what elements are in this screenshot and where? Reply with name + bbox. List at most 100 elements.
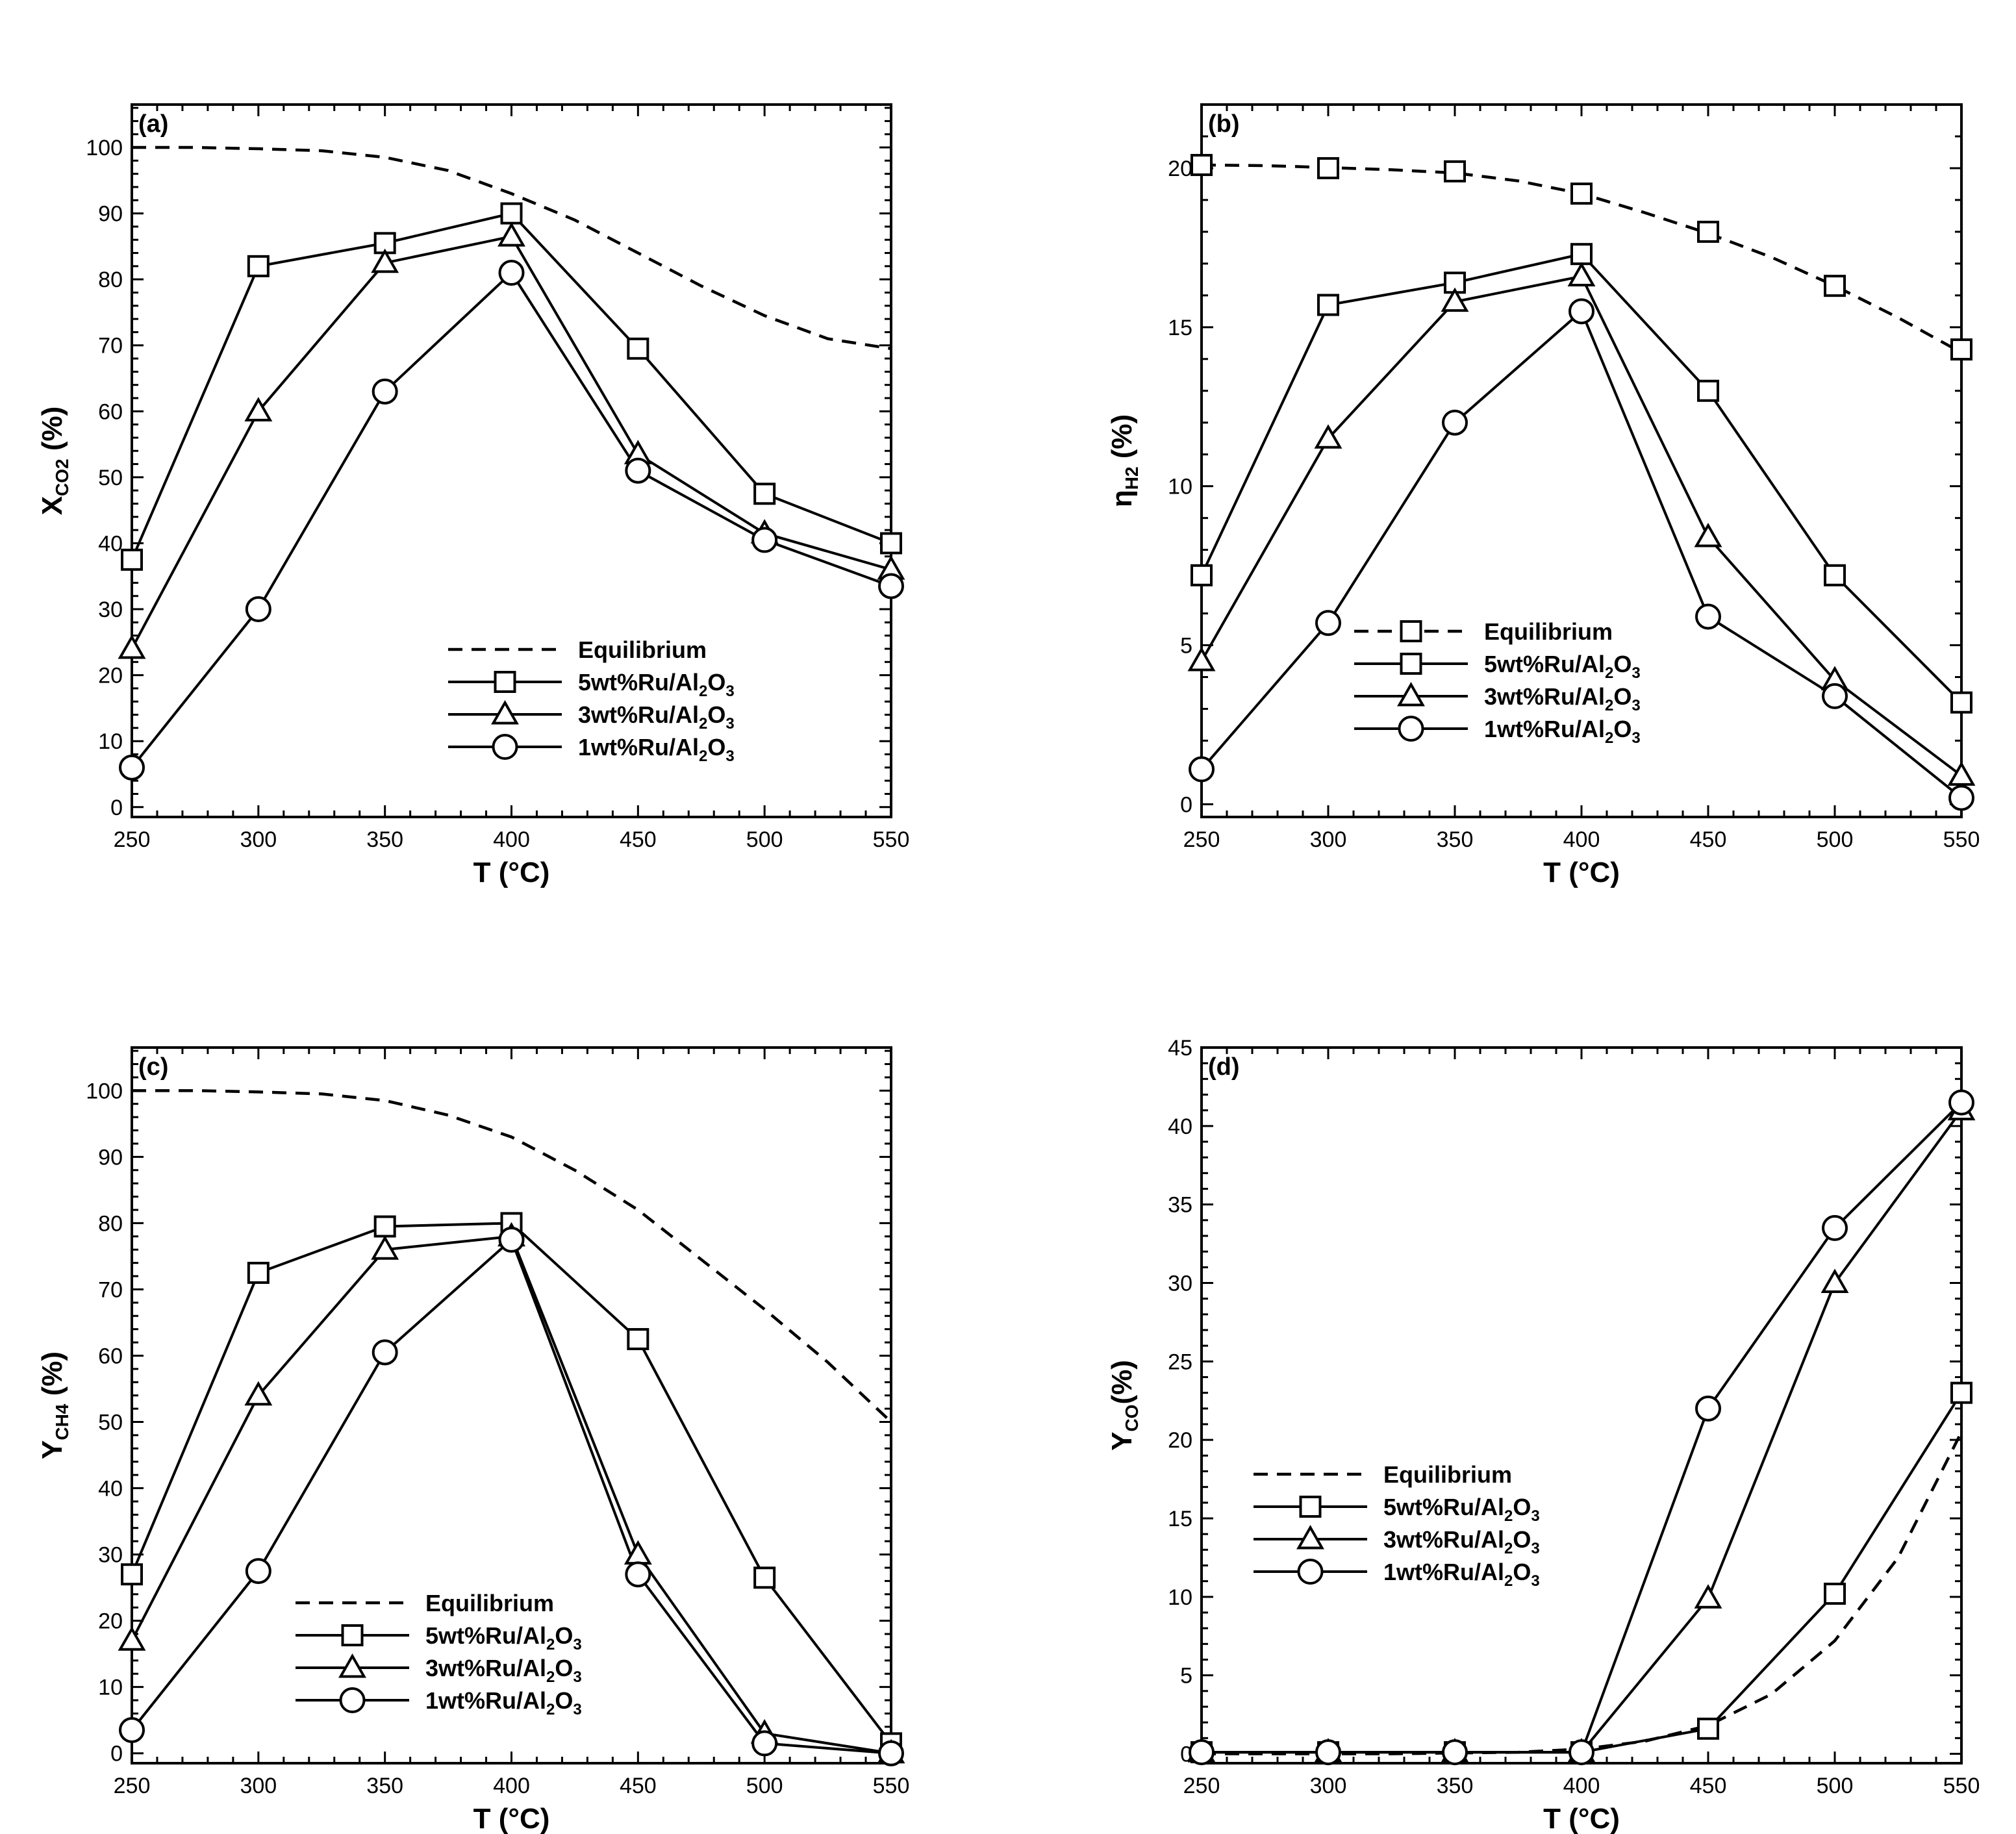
panel-d-legend-series-3-label: 1wt%Ru/Al2O3 — [1383, 1559, 1540, 1590]
panel-a-ytick-label: 60 — [98, 399, 123, 424]
panel-b-series-1-marker — [1824, 564, 1846, 586]
panel-d: 250 300 350 400 450 500 550051015202530354045(… — [1106, 1036, 1980, 1834]
panel-b-series-2-marker — [1694, 523, 1722, 547]
panel-c-series-1-marker — [627, 1327, 649, 1350]
panel-d-ytick-label: 5 — [1180, 1664, 1192, 1689]
panel-b-series-1-marker — [1570, 243, 1593, 266]
panel-d-series-2-marker — [1694, 1584, 1722, 1609]
panel-b-equilibrium-marker — [1317, 157, 1339, 179]
panel-b-series-3-marker — [1189, 756, 1215, 783]
panel-d-frame — [1200, 1046, 1963, 1765]
panel-a-ytick-label: 0 — [110, 796, 123, 820]
panel-b-ytick-label: 10 — [1168, 475, 1192, 499]
panel-b-series-3-marker — [1948, 785, 1974, 811]
panel-d-ytick-label: 20 — [1168, 1428, 1192, 1453]
panel-d-xtick-label: 550 — [1943, 1774, 1980, 1798]
panel-a-series-3-marker — [878, 573, 904, 599]
panel-d-xtick-label: 350 — [1437, 1774, 1474, 1798]
panel-b-legend-series-2-label: 3wt%Ru/Al2O3 — [1484, 683, 1641, 714]
panel-c-xtick-label: 550 — [873, 1774, 910, 1798]
panel-d-legend-series-2-label: 3wt%Ru/Al2O3 — [1383, 1526, 1540, 1557]
panel-c-ytick-label: 90 — [98, 1145, 123, 1170]
panel-b-series-1-marker — [1950, 691, 1972, 714]
panel-a-series-3-line — [132, 270, 891, 769]
panel-a-series-1-marker — [500, 202, 523, 225]
panel-c-ytick-label: 20 — [98, 1609, 123, 1634]
panel-a-equilibrium-line — [132, 145, 891, 351]
panel-a-series-1-marker — [247, 255, 270, 277]
panel-c-ytick-label: 100 — [86, 1079, 123, 1103]
panel-d-x-axis-title: T (°C) — [1543, 1803, 1620, 1834]
panel-d-ytick-label: 30 — [1168, 1272, 1192, 1296]
panel-d-xtick-label: 400 — [1563, 1774, 1600, 1798]
panel-b-series-3-marker — [1695, 603, 1721, 630]
panel-c-legend-series-1-label: 5wt%Ru/Al2O3 — [425, 1622, 582, 1653]
panel-c-xtick-label: 350 — [366, 1774, 403, 1798]
panel-b-xtick-label: 550 — [1943, 827, 1980, 852]
panel-d-series-2-marker — [1821, 1268, 1849, 1293]
panel-c-xtick-label: 500 — [746, 1774, 783, 1798]
panel-c-data — [132, 1089, 891, 1755]
panel-d-ytick-label: 35 — [1168, 1193, 1192, 1218]
panel-a-xtick-label: 350 — [366, 827, 403, 852]
panel-b-series-2-marker — [1567, 262, 1596, 286]
panel-d-series-3-marker — [1822, 1214, 1848, 1241]
panel-a-ytick-label: 50 — [98, 466, 123, 490]
panel-a-xtick-label: 250 — [114, 827, 151, 852]
panel-b-equilibrium-marker — [1950, 338, 1972, 361]
panel-a-label: (a) — [138, 110, 168, 138]
panel-c-label: (c) — [138, 1053, 168, 1081]
panel-a-xtick-label: 300 — [240, 827, 277, 852]
panel-c-ytick-label: 50 — [98, 1411, 123, 1435]
panel-c-series-3-marker — [372, 1339, 398, 1366]
panel-a-markers — [118, 202, 905, 781]
panel-a-series-3-marker — [625, 457, 651, 484]
panel-d-legend-series-2-marker — [1296, 1524, 1324, 1550]
panel-d-series-3-marker — [1442, 1739, 1468, 1766]
panel-c-ytick-label: 10 — [98, 1676, 123, 1700]
panel-c-series-2-marker — [244, 1381, 273, 1406]
panel-b-xtick-label: 250 — [1183, 827, 1220, 852]
panel-b-ytick-label: 15 — [1168, 316, 1192, 340]
panel-a-series-2-marker — [118, 634, 146, 659]
panel-a-series-3-marker — [372, 378, 398, 405]
panel-b-ytick-label: 5 — [1180, 634, 1192, 659]
panel-b-legend-series-1-marker — [1400, 653, 1422, 675]
panel-a-series-2-marker — [498, 222, 525, 247]
panel-a-series-2-marker — [244, 397, 273, 421]
panel-b-legend-series-2-marker — [1397, 681, 1425, 707]
panel-a: 250 300 350 400 450 500 550 0 10 20 30 40 50 60 70 80 90… — [36, 103, 909, 888]
panel-d-legend-series-3-marker — [1297, 1559, 1324, 1585]
panel-c-legend: Equilibrium 5wt%Ru/Al2O33wt%Ru/Al2O31wt%R… — [296, 1590, 582, 1718]
panel-b-series-3-marker — [1569, 298, 1594, 325]
panel-d-legend-equilibrium-label: Equilibrium — [1383, 1461, 1512, 1488]
panel-b-legend-equilibrium-label: Equilibrium — [1484, 618, 1613, 645]
panel-d-series-3-marker — [1189, 1739, 1215, 1766]
panel-a-ytick-label: 10 — [98, 729, 123, 754]
panel-b-ytick-label: 20 — [1168, 157, 1192, 181]
panel-d-ytick-label: 10 — [1168, 1585, 1192, 1610]
panel-b-xtick-label: 500 — [1817, 827, 1854, 852]
panel-d-series-1-marker — [1824, 1583, 1846, 1605]
panel-d-xtick-label: 250 — [1183, 1774, 1220, 1798]
panel-d-series-3-marker — [1315, 1739, 1341, 1766]
panel-a-series-3-marker — [245, 596, 271, 623]
panel-a-ytick-label: 90 — [98, 202, 123, 227]
panel-a-xtick-label: 500 — [746, 827, 783, 852]
panel-c-series-3-marker — [498, 1226, 525, 1253]
panel-c-xtick-label: 250 — [114, 1774, 151, 1798]
panel-b-equilibrium-marker — [1697, 220, 1719, 243]
panel-a-ytick-label: 70 — [98, 334, 123, 358]
panel-b-label: (b) — [1208, 110, 1240, 138]
panel-c-series-1-marker — [247, 1261, 270, 1284]
panel-a-legend-series-3-label: 1wt%Ru/Al2O3 — [578, 734, 735, 765]
panel-a-series-1-marker — [880, 532, 902, 555]
panel-b-x-axis-title: T (°C) — [1543, 857, 1620, 888]
panel-a-legend-equilibrium-label: Equilibrium — [578, 636, 707, 663]
panel-a-ytick-label: 100 — [86, 136, 123, 160]
panel-c-series-3-marker — [119, 1716, 145, 1743]
panel-a-legend-series-1-label: 5wt%Ru/Al2O3 — [578, 669, 735, 700]
panel-a-y-axis-title: XCO2 (%) — [36, 407, 72, 516]
panel-c-y-axis-title: YCH4 (%) — [36, 1351, 72, 1459]
